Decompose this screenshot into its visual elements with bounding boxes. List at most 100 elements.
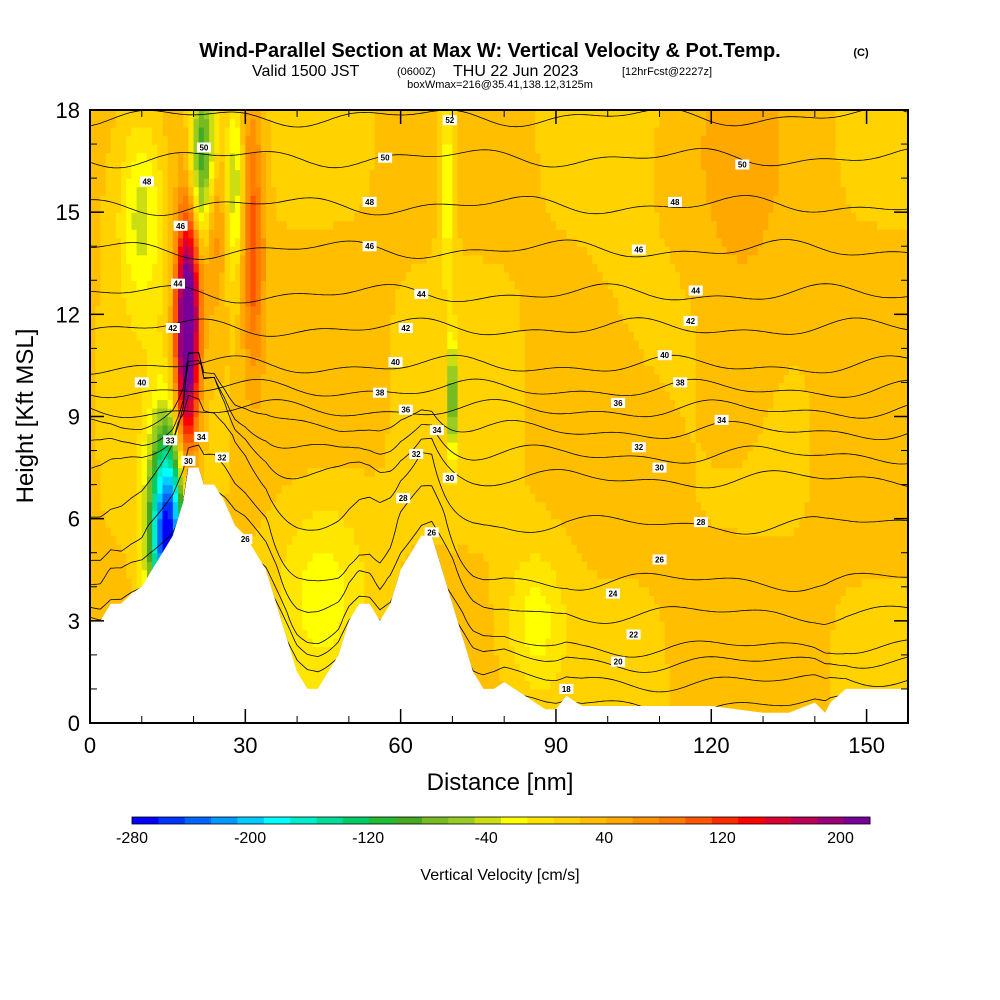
w-cell: [395, 229, 402, 239]
w-cell: [359, 118, 365, 128]
w-cell: [152, 484, 158, 494]
w-cell: [271, 493, 277, 503]
w-cell: [390, 493, 397, 503]
w-cell: [379, 195, 386, 205]
w-cell: [240, 467, 246, 477]
w-cell: [121, 152, 127, 162]
w-cell: [245, 399, 252, 409]
w-cell: [141, 220, 148, 230]
w-cell: [172, 382, 179, 392]
w-cell: [229, 271, 236, 281]
w-cell: [121, 254, 127, 264]
w-cell: [276, 348, 283, 358]
w-cell: [338, 254, 345, 264]
w-cell: [183, 203, 189, 213]
w-cell: [131, 144, 138, 154]
w-cell: [276, 459, 283, 469]
w-cell: [348, 373, 355, 384]
w-cell: [364, 442, 371, 452]
w-cell: [131, 365, 138, 375]
w-cell: [322, 586, 329, 596]
w-cell: [317, 254, 324, 264]
w-cell: [276, 518, 283, 528]
w-cell: [146, 399, 153, 409]
w-cell: [178, 212, 184, 222]
w-cell: [245, 510, 252, 520]
w-cell: [328, 450, 334, 460]
w-cell: [214, 254, 221, 264]
w-cell: [178, 305, 184, 315]
w-cell: [281, 416, 288, 426]
w-cell: [307, 237, 314, 247]
w-cell: [266, 527, 272, 537]
w-cell: [276, 178, 283, 188]
w-cell: [240, 518, 246, 528]
w-cell: [224, 322, 231, 332]
w-cell: [374, 527, 381, 537]
w-cell: [405, 382, 412, 392]
w-cell: [224, 118, 231, 128]
w-cell: [95, 382, 101, 392]
w-cell: [245, 178, 252, 188]
w-cell: [152, 110, 158, 120]
w-cell: [307, 127, 314, 137]
w-cell: [421, 220, 428, 230]
w-cell: [141, 407, 148, 418]
w-cell: [115, 144, 122, 154]
w-cell: [172, 237, 179, 247]
w-cell: [234, 493, 241, 503]
w-cell: [333, 407, 340, 418]
w-cell: [395, 220, 402, 230]
w-cell: [338, 195, 345, 205]
w-cell: [234, 254, 241, 264]
w-cell: [203, 288, 210, 298]
w-cell: [110, 425, 117, 435]
w-cell: [203, 152, 210, 162]
w-cell: [364, 527, 371, 537]
w-cell: [209, 203, 215, 213]
w-cell: [291, 212, 298, 222]
w-cell: [110, 229, 117, 239]
w-cell: [229, 484, 236, 494]
w-cell: [312, 671, 319, 682]
w-cell: [436, 373, 443, 384]
w-cell: [214, 178, 221, 188]
w-cell: [405, 203, 412, 213]
w-cell: [333, 578, 340, 588]
w-cell: [157, 510, 164, 520]
w-cell: [322, 246, 329, 256]
w-cell: [297, 169, 303, 179]
w-cell: [219, 280, 226, 290]
w-cell: [255, 416, 262, 426]
w-cell: [115, 339, 122, 349]
w-cell: [333, 322, 340, 332]
w-cell: [260, 178, 267, 188]
w-cell: [219, 161, 226, 171]
w-cell: [364, 135, 371, 145]
w-cell: [224, 433, 231, 443]
w-cell: [359, 135, 365, 145]
w-cell: [146, 135, 153, 145]
w-cell: [291, 229, 298, 239]
w-cell: [271, 322, 277, 332]
w-cell: [317, 152, 324, 162]
w-cell: [281, 331, 288, 341]
w-cell: [131, 390, 138, 401]
w-cell: [110, 552, 117, 562]
w-cell: [400, 518, 407, 528]
w-cell: [203, 442, 210, 452]
w-cell: [317, 407, 324, 418]
w-cell: [95, 561, 101, 571]
w-cell: [307, 680, 314, 690]
w-cell: [115, 382, 122, 392]
w-cell: [333, 339, 340, 349]
w-cell: [379, 144, 386, 154]
w-cell: [421, 484, 428, 494]
w-cell: [348, 561, 355, 571]
w-cell: [307, 263, 314, 273]
w-cell: [136, 493, 143, 503]
w-cell: [410, 135, 417, 145]
w-cell: [286, 620, 293, 630]
w-cell: [178, 484, 184, 494]
w-cell: [126, 144, 133, 154]
